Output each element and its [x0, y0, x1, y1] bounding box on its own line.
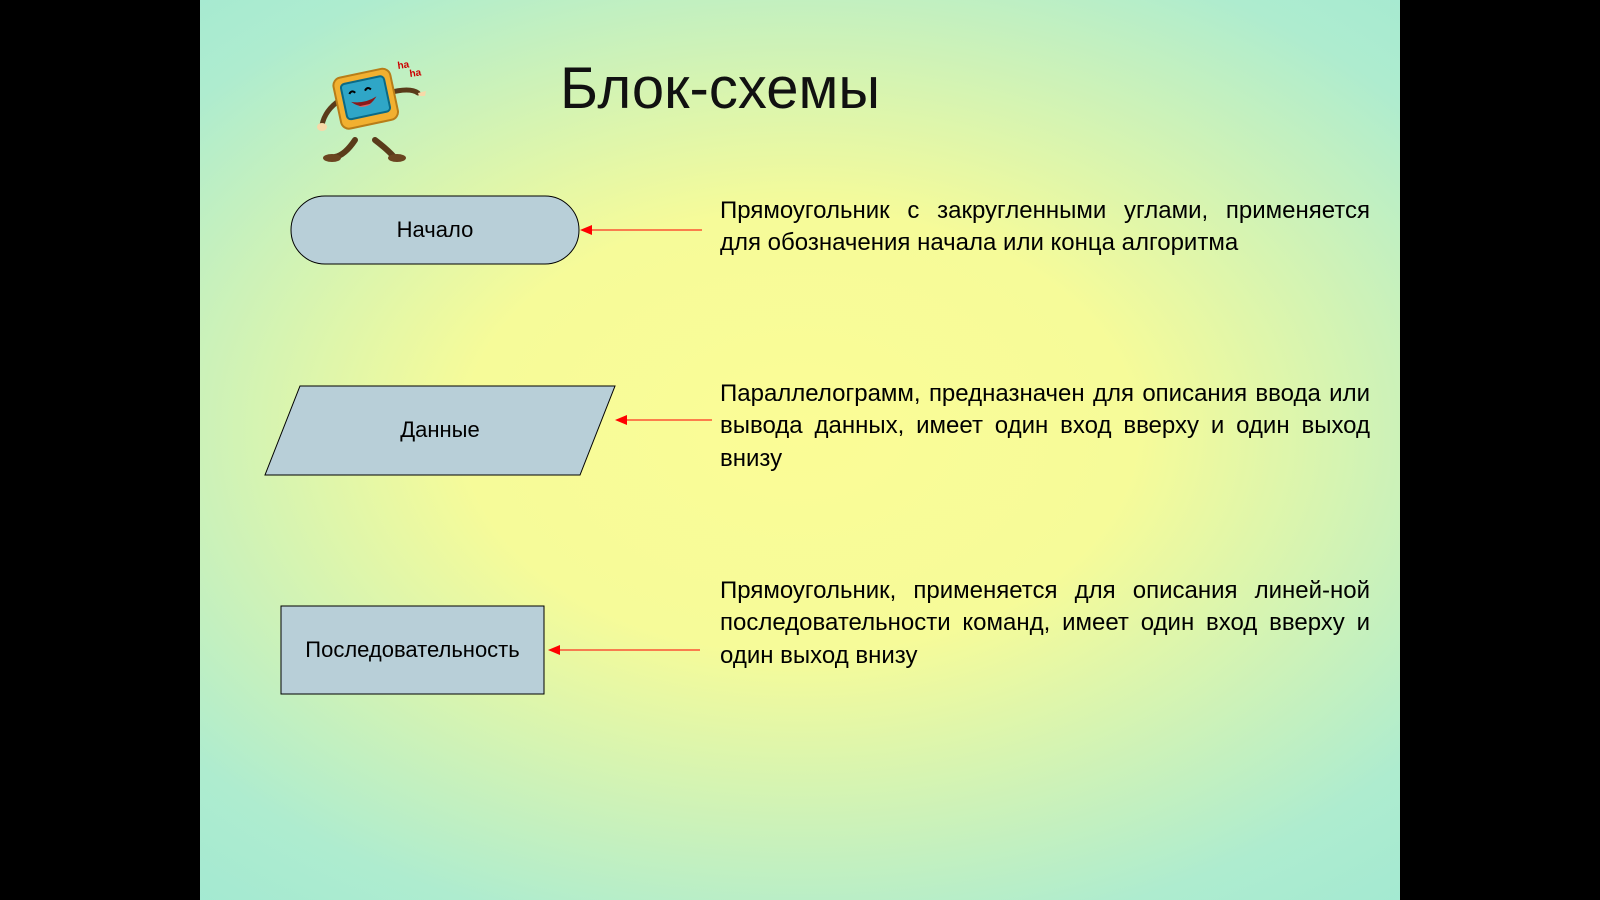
- stage: Блок-схемы: [0, 0, 1600, 900]
- terminator-desc: Прямоугольник с закругленными углами, пр…: [720, 195, 1370, 260]
- arrow-icon: [548, 642, 708, 658]
- slide: Блок-схемы: [200, 0, 1400, 900]
- arrow-icon: [615, 412, 720, 428]
- parallelogram-label: Данные: [260, 385, 620, 475]
- rectangle-desc: Прямоугольник, применяется для описания …: [720, 575, 1370, 672]
- parallelogram-desc: Параллелограмм, предназначен для описани…: [720, 378, 1370, 475]
- svg-text:ha: ha: [409, 67, 423, 80]
- terminator-label: Начало: [290, 195, 580, 265]
- rectangle-label: Последовательность: [280, 605, 545, 695]
- arrow-icon: [580, 222, 710, 238]
- slide-title: Блок-схемы: [560, 55, 880, 122]
- laughing-computer-icon: ha ha: [310, 55, 430, 165]
